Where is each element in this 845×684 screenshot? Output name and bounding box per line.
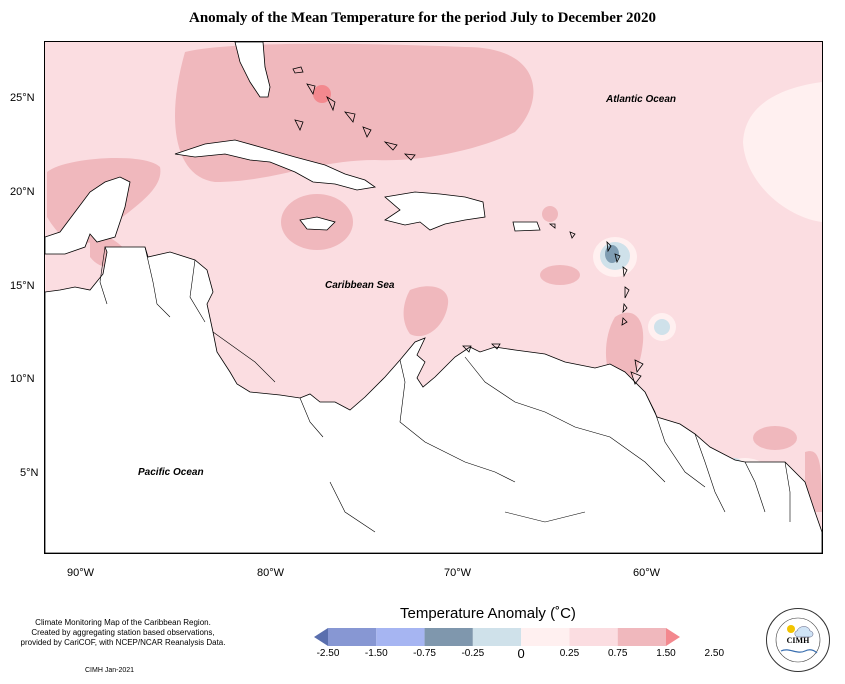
cimh-logo: CIMH — [766, 608, 830, 672]
legend-label: 0.25 — [559, 648, 580, 659]
logo-text: CIMH — [786, 636, 810, 645]
anomaly-zone-puerto-rico — [542, 206, 558, 222]
map-title: Anomaly of the Mean Temperature for the … — [188, 10, 657, 26]
anomaly-zone-bahamas — [175, 43, 534, 182]
anomaly-map — [45, 42, 822, 553]
anomaly-zone-peak — [313, 85, 331, 103]
land-jamaica — [299, 216, 336, 231]
lesser-antilles — [462, 223, 644, 385]
land-cuba — [174, 139, 377, 191]
legend-swatch — [617, 628, 666, 646]
bahamas-islands — [292, 66, 416, 161]
credit-date: CIMH Jan-2021 — [85, 667, 135, 674]
credit-line-2: Created by aggregating station based obs… — [31, 628, 215, 637]
credit-line-3: provided by CariCOF, with NCEP/NCAR Rean… — [20, 638, 226, 647]
wave-icon — [780, 649, 818, 654]
lat-tick-5: 5°N — [20, 467, 39, 479]
legend-swatch — [328, 628, 377, 646]
legend-colorbar — [314, 628, 680, 646]
lon-tick-60: 60°W — [633, 567, 661, 579]
lat-tick-20: 20°N — [10, 186, 35, 198]
lat-tick-25: 25°N — [10, 92, 35, 104]
label-pacific-ocean: Pacific Ocean — [138, 467, 204, 478]
label-caribbean-sea: Caribbean Sea — [325, 280, 395, 291]
land-yucatan — [45, 176, 131, 255]
lat-tick-10: 10°N — [10, 373, 35, 385]
land-hispaniola — [384, 191, 486, 231]
credit-line-1: Climate Monitoring Map of the Caribbean … — [35, 618, 211, 627]
legend-label: 1.50 — [656, 648, 676, 659]
anomaly-zone-leeward — [540, 265, 580, 285]
legend-label: 0 — [517, 646, 525, 661]
anomaly-zone-atlantic-neutral — [743, 82, 822, 222]
anomaly-zone-guyana — [753, 426, 797, 450]
legend-label: -1.50 — [364, 648, 388, 659]
credit-text: Climate Monitoring Map of the Caribbean … — [8, 618, 238, 648]
legend-swatch — [472, 628, 522, 646]
legend-swatch — [569, 628, 618, 646]
anomaly-zone-barbados-cool — [654, 319, 670, 335]
logo-emblem — [775, 617, 821, 663]
legend-swatch — [376, 628, 425, 646]
sun-icon — [787, 625, 795, 633]
legend-swatch — [666, 628, 680, 646]
country-borders — [99, 246, 791, 533]
lon-tick-70: 70°W — [444, 567, 472, 579]
lon-tick-80: 80°W — [257, 567, 285, 579]
legend-swatch — [521, 628, 570, 646]
legend-label: 0.75 — [607, 648, 628, 659]
label-atlantic-ocean: Atlantic Ocean — [606, 94, 677, 105]
cloud-icon — [794, 626, 814, 638]
legend-label: -0.25 — [461, 648, 485, 659]
land-puerto-rico — [512, 221, 541, 232]
land-florida — [234, 42, 271, 98]
legend-label: 2.50 — [704, 648, 725, 659]
anomaly-zone-south-caribbean — [403, 286, 449, 337]
legend-swatch — [424, 628, 473, 646]
legend-label: -2.50 — [316, 648, 340, 659]
lat-tick-15: 15°N — [10, 280, 35, 292]
legend-label: -0.75 — [413, 648, 436, 659]
map-area — [44, 41, 823, 554]
lon-tick-90: 90°W — [67, 567, 95, 579]
legend-title: Temperature Anomaly (˚C) — [400, 605, 576, 622]
legend-swatch — [314, 628, 328, 646]
